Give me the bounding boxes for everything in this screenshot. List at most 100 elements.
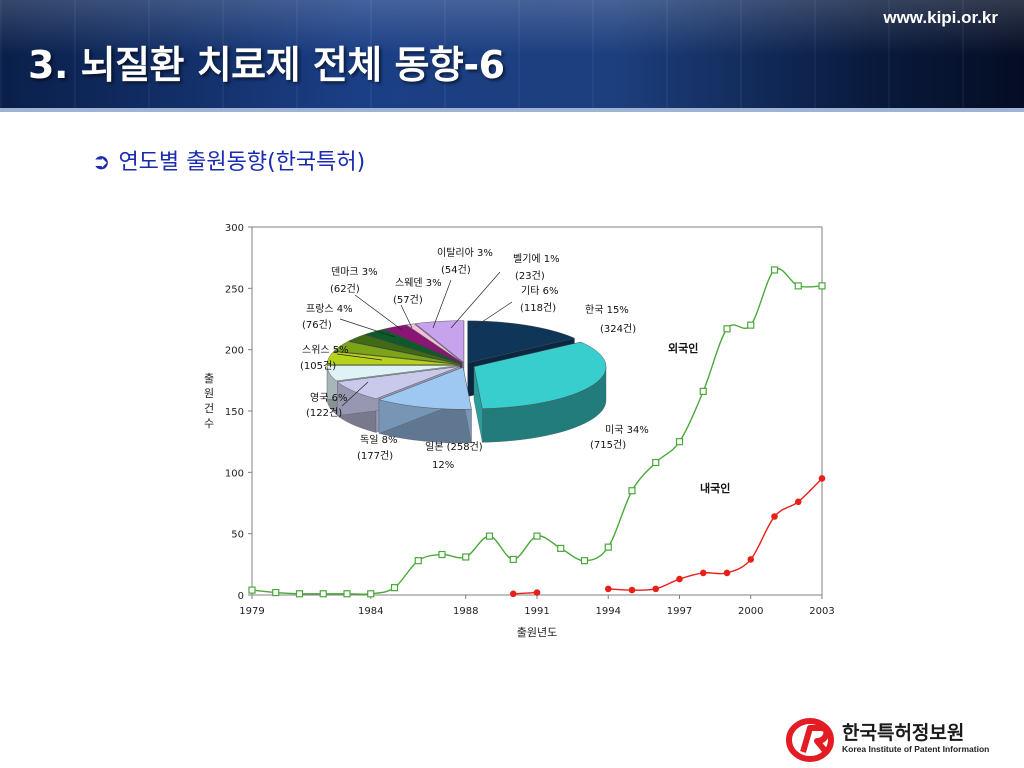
x-tick-label: 1991: [524, 606, 549, 617]
pie-label-count: (76건): [302, 319, 332, 331]
pie-slice: [348, 334, 461, 364]
data-point-domestic: [747, 556, 755, 563]
pie-label-count: (105건): [300, 360, 336, 372]
pie-slice: [364, 329, 462, 364]
pie-leader-line: [400, 304, 413, 329]
pie-slice: [467, 320, 576, 364]
data-point-domestic: [652, 585, 660, 593]
pie-leader-line: [354, 294, 403, 331]
data-point-foreign: [319, 590, 327, 598]
x-tick-label: 1988: [453, 606, 478, 617]
pie-label: 이탈리아 3%: [437, 246, 493, 259]
pie-label-count: (118건): [520, 302, 556, 314]
pie-label-count: (715건): [590, 439, 626, 451]
data-point-foreign: [557, 544, 565, 552]
pie-leader-line: [336, 353, 383, 361]
kipi-logo-icon: [786, 718, 834, 762]
pie-slice: [473, 341, 607, 409]
logo-subtitle: Korea Institute of Patent Information: [842, 744, 990, 754]
data-point-foreign: [770, 266, 779, 274]
data-point-foreign: [604, 543, 612, 551]
pie-slice: [383, 324, 463, 364]
x-axis-label: 출원년도: [517, 626, 557, 639]
data-point-domestic: [676, 575, 683, 583]
y-tick-label: 200: [225, 346, 244, 357]
data-point-foreign: [747, 321, 755, 329]
pie-leader-line: [341, 381, 369, 407]
data-point-foreign: [794, 282, 802, 290]
pie-leader-line: [472, 301, 513, 329]
data-point-domestic: [794, 498, 802, 506]
data-point-foreign: [367, 590, 375, 598]
data-point-domestic: [628, 586, 636, 594]
series-label-domestic: 내국인: [700, 481, 730, 495]
pie-label: 스웨덴 3%: [395, 277, 442, 289]
series-line-domestic: [608, 477, 823, 591]
data-point-domestic: [604, 585, 612, 593]
series-label-foreign: 외국인: [668, 341, 698, 355]
pie-label: 미국 34%: [605, 424, 649, 436]
x-tick-label: 2000: [738, 606, 763, 617]
y-tick-label: 300: [225, 223, 244, 234]
data-point-foreign: [272, 588, 280, 597]
data-point-foreign: [652, 458, 660, 467]
pie-label-count: (177건): [357, 450, 393, 462]
pie-label-count: (62건): [330, 283, 360, 295]
pie-label-count: (122건): [306, 407, 342, 419]
pie-label-count: 12%: [432, 460, 454, 471]
pie-label-count: (324건): [600, 323, 636, 335]
bullet-heading: ➲ 연도별 출원동향(한국특허): [92, 144, 365, 176]
y-tick-label: 250: [225, 284, 244, 295]
site-url[interactable]: www.kipi.or.kr: [883, 8, 998, 27]
header-underline: [0, 108, 1024, 112]
pie-label-count: (23건): [515, 270, 545, 282]
logo-name: 한국특허정보원: [842, 722, 965, 744]
data-point-foreign: [509, 555, 517, 564]
data-point-foreign: [438, 550, 446, 559]
y-tick-label: 50: [231, 530, 244, 541]
pie-leader-line: [432, 279, 452, 329]
pie-label: 덴마크 3%: [331, 266, 378, 278]
pie-slice: [333, 341, 460, 365]
data-point-domestic: [723, 569, 731, 577]
pie-label-count: (54건): [441, 264, 471, 276]
data-point-foreign: [628, 487, 636, 495]
data-point-foreign: [675, 438, 684, 446]
y-tick-label: 0: [238, 591, 244, 602]
y-tick-label: 150: [225, 407, 244, 418]
header-banner: 3. 뇌질환 치료제 전체 동향-6 www.kipi.or.kr: [0, 0, 1024, 110]
pie-label: 스위스 5%: [302, 343, 349, 356]
data-point-domestic: [771, 513, 778, 520]
pie-slice: [326, 351, 460, 365]
pie-label: 한국 15%: [585, 304, 629, 316]
pie-slice: [414, 320, 465, 364]
x-tick-label: 1984: [358, 606, 383, 617]
pie-label: 영국 6%: [310, 392, 347, 404]
bullet-text: 연도별 출원동향(한국특허): [118, 150, 366, 175]
data-point-foreign: [248, 586, 256, 594]
x-tick-label: 2003: [809, 606, 834, 617]
pie-chart: [326, 320, 607, 444]
data-point-foreign: [343, 590, 351, 598]
pie-slice: [326, 365, 460, 382]
banner-shine: [0, 0, 1024, 55]
data-point-foreign: [699, 387, 707, 395]
data-point-foreign: [485, 532, 494, 540]
data-point-domestic: [509, 590, 517, 598]
data-point-foreign: [414, 557, 422, 565]
pie-label: 일본 (258건): [425, 441, 483, 453]
y-tick-label: 100: [225, 468, 244, 479]
x-tick-label: 1994: [596, 606, 621, 617]
pie-label-count: (57건): [393, 294, 423, 306]
pie-slice: [378, 367, 472, 410]
data-point-domestic: [818, 475, 826, 482]
pie-label: 벨기에 1%: [513, 253, 560, 265]
pie-leader-line: [450, 271, 501, 329]
pie-labels: 한국 15% (324건) 미국 34% (715건) 일본 (258건) 12% 독일 8…: [300, 246, 649, 471]
data-point-foreign: [295, 590, 304, 598]
x-tick-label: 1997: [667, 606, 692, 617]
pie-leader-line: [339, 318, 396, 338]
data-point-domestic: [699, 569, 707, 577]
